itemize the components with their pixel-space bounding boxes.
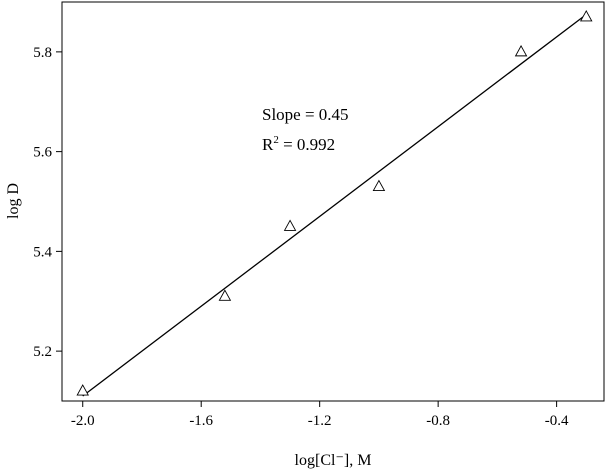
- x-tick-label: -0.4: [545, 413, 569, 429]
- r2-value: = 0.992: [279, 135, 335, 154]
- data-points: [76, 10, 593, 396]
- x-tick-label: -1.6: [189, 413, 213, 429]
- fit-line: [82, 13, 587, 397]
- x-axis-label: log[Cl⁻], M: [295, 452, 372, 469]
- x-tick-label: -2.0: [71, 413, 95, 429]
- y-tick-label: 5.4: [33, 244, 52, 260]
- y-tick-label: 5.2: [33, 344, 52, 360]
- r2-annotation: R2 = 0.992: [262, 134, 335, 154]
- data-point-triangle: [514, 44, 528, 57]
- slope-annotation: Slope = 0.45: [262, 105, 349, 124]
- data-point-triangle: [283, 219, 297, 231]
- x-tick-label: -1.2: [308, 413, 332, 429]
- tick-labels: -2.0 -1.6 -1.2 -0.8 -0.4 5.2 5.4 5.6 5.8: [33, 45, 569, 429]
- r2-exponent: 2: [273, 134, 279, 146]
- x-tick-label: -0.8: [426, 413, 450, 429]
- plot-frame: [61, 1, 605, 402]
- data-point-triangle: [76, 384, 89, 396]
- y-tick-label: 5.6: [33, 145, 52, 161]
- y-tick-label: 5.8: [33, 45, 52, 61]
- data-point-triangle: [372, 179, 386, 191]
- y-axis-label: log D: [5, 183, 22, 219]
- data-point-triangle: [579, 10, 593, 22]
- data-point-triangle: [218, 289, 232, 301]
- r2-symbol: R: [262, 135, 274, 154]
- ticks: [56, 51, 558, 407]
